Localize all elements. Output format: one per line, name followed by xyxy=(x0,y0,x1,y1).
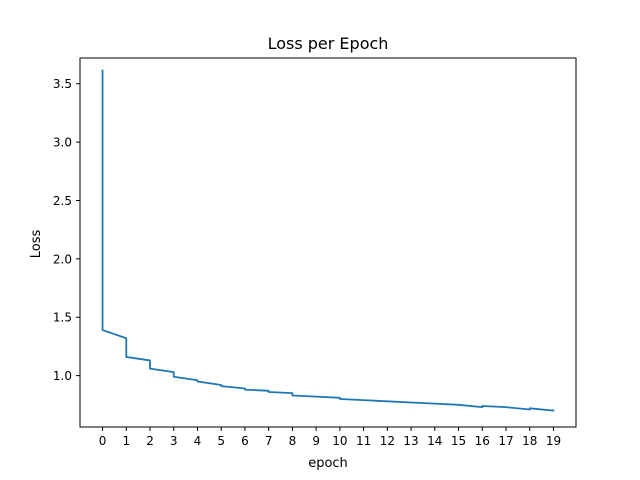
x-tick-label: 19 xyxy=(546,434,561,448)
x-tick-label: 10 xyxy=(332,434,347,448)
y-axis-ticks: 1.0 1.5 2.0 2.5 3.0 3.5 xyxy=(53,77,80,383)
x-tick-label: 14 xyxy=(427,434,442,448)
y-tick-label: 2.5 xyxy=(53,194,72,208)
x-tick-label: 9 xyxy=(312,434,320,448)
x-tick-label: 4 xyxy=(194,434,202,448)
x-axis-label: epoch xyxy=(308,456,348,471)
chart-title: Loss per Epoch xyxy=(268,34,389,53)
x-tick-label: 15 xyxy=(451,434,466,448)
plot-frame xyxy=(79,57,577,428)
x-axis-ticks: 0 1 2 3 4 5 6 7 8 9 10 11 12 13 14 15 16 17 18 19 xyxy=(99,427,561,448)
x-tick-label: 1 xyxy=(122,434,130,448)
y-axis-label: Loss xyxy=(29,230,44,259)
plot-area: 0 1 2 3 4 5 6 7 8 9 10 11 12 13 14 15 16 17 18 19 1.01.52.0… xyxy=(53,57,577,448)
y-tick-label: 3.0 xyxy=(53,136,72,150)
x-tick-label: 8 xyxy=(289,434,297,448)
x-tick-label: 13 xyxy=(403,434,418,448)
x-tick-label: 11 xyxy=(356,434,371,448)
loss-series-line xyxy=(101,69,555,412)
x-tick-label: 7 xyxy=(265,434,273,448)
x-tick-label: 6 xyxy=(241,434,249,448)
y-tick-label: 3.5 xyxy=(53,77,72,91)
y-tick-label: 1.0 xyxy=(53,369,72,383)
x-tick-label: 18 xyxy=(522,434,537,448)
x-tick-label: 16 xyxy=(475,434,490,448)
x-tick-label: 17 xyxy=(498,434,513,448)
y-tick-label: 2.0 xyxy=(53,252,72,266)
x-tick-label: 3 xyxy=(170,434,178,448)
y-tick-label: 1.5 xyxy=(53,311,72,325)
x-tick-label: 2 xyxy=(146,434,154,448)
x-tick-label: 0 xyxy=(99,434,107,448)
x-tick-label: 12 xyxy=(380,434,395,448)
x-tick-label: 5 xyxy=(217,434,225,448)
